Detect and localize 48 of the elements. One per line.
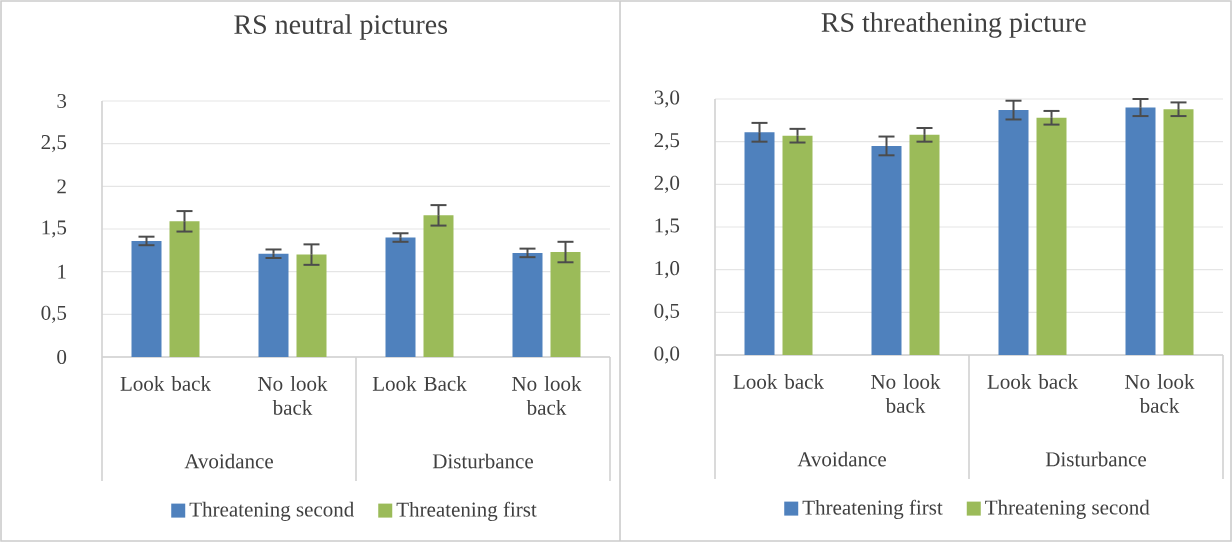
legend-label: Threatening second — [189, 501, 354, 521]
legend-label: Threatening first — [396, 501, 537, 522]
bar — [998, 110, 1029, 355]
y-tick-label: 2 — [57, 179, 66, 194]
bar — [258, 253, 289, 357]
bar — [909, 134, 940, 355]
bar — [131, 240, 162, 357]
text: Disturbance — [1045, 451, 1147, 467]
bar — [169, 221, 200, 357]
y-tick-label: 0 — [57, 349, 67, 365]
x-tick-label: No look back — [258, 376, 328, 415]
x-tick-label: Look back — [733, 374, 824, 389]
y-tick-label: 1 — [58, 264, 66, 279]
y-tick-label: 1,0 — [655, 261, 680, 279]
y-tick-label: 2,0 — [654, 175, 680, 193]
bar — [1036, 117, 1067, 355]
y-tick-label: 0,5 — [41, 305, 67, 323]
y-tick-label: 3,0 — [654, 90, 680, 108]
x-tick-label: No look back — [512, 376, 582, 415]
y-tick-label: 2,5 — [41, 135, 67, 153]
chart-title: RS neutral pictures — [234, 14, 448, 40]
bar — [871, 145, 902, 355]
bar — [1163, 109, 1194, 355]
bar — [296, 254, 327, 357]
x-tick-label: No look back — [871, 374, 941, 413]
bar — [782, 135, 813, 355]
legend-label: Threatening second — [985, 499, 1150, 519]
bar — [385, 237, 416, 357]
y-tick-label: 3 — [57, 93, 67, 109]
bar — [423, 215, 454, 357]
y-tick-label: 0,5 — [654, 303, 680, 321]
bar — [512, 252, 543, 357]
legend-label: Threatening first — [802, 499, 943, 520]
text: Avoidance — [797, 451, 886, 467]
x-tick-label: Look back — [120, 376, 211, 391]
text: Disturbance — [432, 453, 534, 469]
bar — [550, 252, 581, 357]
x-tick-label: No look back — [1125, 374, 1195, 413]
y-tick-label: 0,0 — [654, 346, 680, 364]
text: Avoidance — [184, 453, 273, 469]
bar — [744, 132, 775, 355]
chart-title: RS threathening picture — [821, 12, 1086, 38]
bar — [1125, 107, 1156, 355]
x-tick-label: Look Back — [372, 376, 467, 391]
y-tick-label: 1,5 — [42, 220, 67, 238]
y-tick-label: 1,5 — [655, 218, 680, 236]
x-tick-label: Look back — [987, 374, 1078, 389]
y-tick-label: 2,5 — [654, 133, 680, 151]
